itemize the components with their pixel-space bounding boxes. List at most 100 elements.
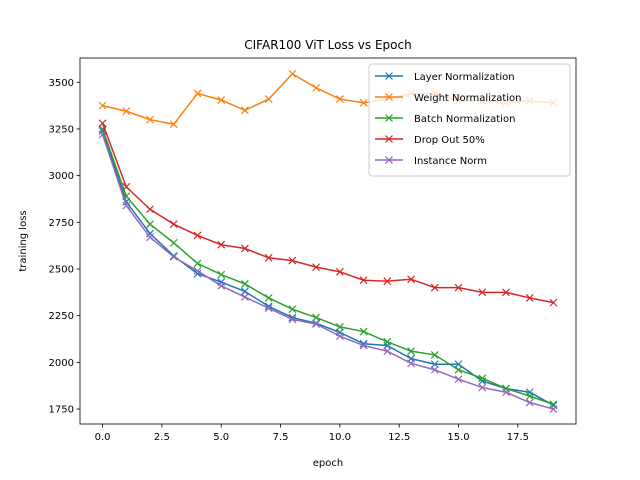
legend-marker: [385, 93, 393, 101]
y-tick-label: 1750: [49, 405, 74, 416]
data-point: [335, 95, 344, 104]
data-point: [241, 293, 249, 301]
data-point: [264, 294, 273, 302]
legend-entry: Instance Norm: [375, 156, 487, 167]
x-tick-label: 0.0: [95, 432, 111, 443]
data-point: [312, 263, 321, 272]
data-point: [241, 106, 249, 115]
data-point: [146, 229, 154, 238]
data-point: [264, 95, 273, 104]
data-point: [383, 337, 392, 346]
y-tick-label: 2750: [49, 218, 74, 229]
legend-label: Layer Normalization: [414, 72, 515, 83]
data-point: [359, 341, 368, 350]
data-point: [241, 244, 249, 253]
data-point: [193, 269, 202, 278]
data-point: [407, 347, 415, 356]
data-point: [359, 327, 368, 336]
legend-entry: Weight Normalization: [375, 93, 522, 104]
y-tick-label: 2000: [49, 358, 74, 369]
x-tick-label: 12.5: [388, 432, 410, 443]
chart-title: CIFAR100 ViT Loss vs Epoch: [244, 38, 411, 52]
data-point: [454, 375, 463, 384]
data-point: [98, 101, 107, 110]
legend-marker: [385, 72, 393, 80]
data-point: [430, 350, 439, 359]
data-point: [122, 201, 131, 210]
data-point: [454, 360, 463, 369]
data-point: [288, 256, 297, 265]
data-point: [312, 320, 321, 329]
series-line: [101, 134, 554, 410]
data-point: [169, 238, 178, 247]
data-point: [193, 231, 202, 240]
x-tick-label: 17.5: [507, 432, 529, 443]
x-tick-label: 7.5: [273, 432, 289, 443]
data-point: [217, 240, 226, 249]
data-point: [383, 347, 392, 356]
data-point: [169, 252, 178, 261]
data-point: [502, 388, 510, 397]
data-point: [288, 305, 297, 314]
legend-entry: Batch Normalization: [375, 114, 515, 125]
series-3: [98, 119, 558, 307]
data-point: [288, 69, 297, 78]
data-point: [502, 384, 510, 393]
data-point: [146, 220, 154, 229]
data-point: [122, 182, 131, 191]
data-point: [98, 130, 107, 139]
x-tick-label: 15.0: [447, 432, 469, 443]
data-point: [407, 275, 415, 284]
data-point: [478, 374, 487, 383]
data-point: [217, 270, 226, 279]
data-point: [312, 313, 321, 322]
data-point: [478, 383, 487, 392]
data-point: [169, 220, 178, 229]
legend-entry: Drop Out 50%: [375, 135, 485, 146]
plot-area: [98, 69, 558, 413]
data-point: [502, 288, 510, 297]
data-point: [478, 288, 487, 297]
series-line: [101, 123, 554, 304]
x-tick-label: 5.0: [213, 432, 229, 443]
y-tick-label: 2500: [49, 265, 74, 276]
data-point: [169, 120, 178, 129]
data-point: [312, 83, 321, 92]
data-point: [146, 115, 154, 124]
data-point: [525, 392, 534, 400]
legend-box: [368, 63, 571, 177]
data-point: [430, 360, 439, 369]
legend-label: Drop Out 50%: [414, 135, 485, 146]
data-point: [193, 259, 202, 268]
y-tick-label: 3500: [49, 78, 74, 89]
data-point: [335, 332, 344, 341]
data-point: [383, 277, 392, 286]
data-point: [549, 405, 558, 413]
series-line: [101, 128, 554, 406]
data-point: [359, 276, 368, 285]
y-tick-label: 3000: [49, 171, 74, 182]
data-point: [525, 294, 534, 302]
y-tick-label: 2250: [49, 311, 74, 322]
data-point: [146, 205, 154, 214]
data-point: [359, 98, 368, 107]
data-point: [217, 281, 226, 290]
data-point: [335, 322, 344, 331]
data-point: [193, 266, 202, 275]
legend-marker: [385, 135, 393, 143]
legend-label: Batch Normalization: [414, 114, 515, 125]
data-point: [193, 89, 202, 98]
axes-frame: [79, 57, 577, 425]
data-point: [217, 96, 226, 104]
series-2: [98, 125, 558, 409]
data-point: [335, 267, 344, 276]
y-axis-label: training loss: [18, 210, 29, 271]
x-axis-ticks: 0.0 2.5 5.0 7.5 10.0 12.5 15.0 17.5: [95, 424, 529, 443]
x-tick-label: 2.5: [154, 432, 170, 443]
legend-entry: Layer Normalization: [375, 72, 515, 83]
data-point: [525, 398, 534, 407]
data-point: [241, 280, 249, 288]
data-point: [288, 315, 297, 324]
data-point: [146, 233, 154, 242]
